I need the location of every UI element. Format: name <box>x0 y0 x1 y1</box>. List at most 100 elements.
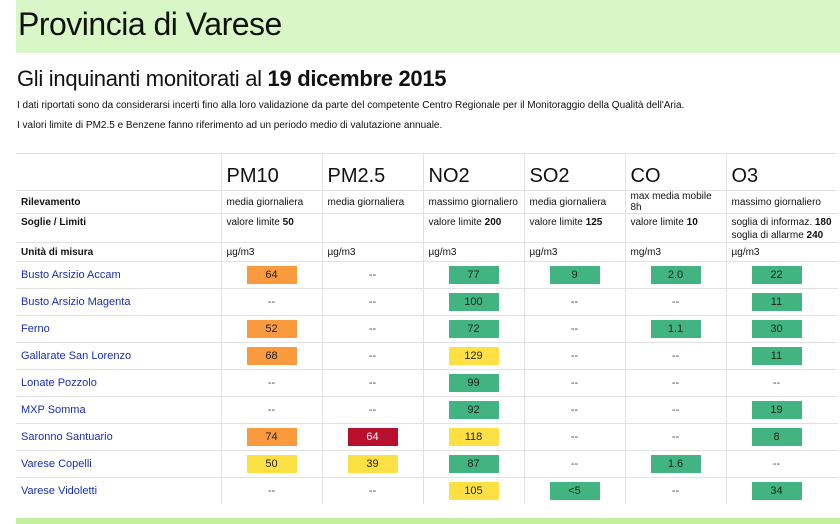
measurement-value: 8 <box>751 428 802 446</box>
measurement-value: 11 <box>751 347 802 365</box>
soglia-o3: soglia di informaz. 180 soglia di allarme… <box>725 213 839 243</box>
measurement-value: 87 <box>448 455 499 473</box>
station-row: Saronno Santuario 74 64 118 -- -- 8 <box>16 423 838 451</box>
value-cell: -- <box>624 342 726 370</box>
value-cell: -- <box>321 342 423 370</box>
station-row: Varese Copelli 50 39 87 -- 1.6 -- <box>16 450 838 478</box>
measurement-value: -- <box>650 428 701 446</box>
value-cell: -- <box>523 342 625 370</box>
measurement-value: 99 <box>448 374 499 392</box>
soglia-text: valore limite <box>630 217 684 228</box>
measurement-value: 64 <box>246 266 297 284</box>
unit-o3: µg/m3 <box>725 242 838 262</box>
measurement-value: -- <box>650 374 701 392</box>
measurement-value: -- <box>650 293 701 311</box>
rilevamento-co: max media mobile 8h <box>624 190 726 214</box>
soglia-line: valore limite 200 <box>429 216 524 229</box>
unit-row: Unità di misura µg/m3 µg/m3 µg/m3 µg/m3 mg/m… <box>16 242 838 262</box>
measurement-value: -- <box>549 401 600 419</box>
pollutant-header-pm10: PM10 <box>220 153 322 191</box>
page-title: Provincia di Varese <box>18 6 282 42</box>
value-cell: -- <box>523 288 625 316</box>
value-cell: 64 <box>321 423 423 451</box>
value-cell: -- <box>624 369 726 397</box>
station-link[interactable]: Gallarate San Lorenzo <box>16 342 221 370</box>
soglie-row: Soglie / Limiti valore limite 50 valore … <box>16 213 839 243</box>
measurement-value: -- <box>650 401 701 419</box>
value-cell: 92 <box>422 396 524 424</box>
measurement-value: 11 <box>751 293 802 311</box>
measurement-value: 34 <box>751 482 802 500</box>
station-row: Ferno 52 -- 72 -- 1.1 30 <box>16 315 838 343</box>
subtitle: Gli inquinanti monitorati al 19 dicembre… <box>17 66 447 92</box>
station-link[interactable]: Saronno Santuario <box>16 423 221 451</box>
value-cell: -- <box>220 396 322 424</box>
value-cell: 100 <box>422 288 524 316</box>
station-link[interactable]: Varese Vidoletti <box>16 477 221 504</box>
value-cell: -- <box>220 369 322 397</box>
measurement-value: -- <box>246 374 297 392</box>
rilevamento-label: Rilevamento <box>16 190 221 214</box>
station-link[interactable]: Ferno <box>16 315 221 343</box>
station-link[interactable]: MXP Somma <box>16 396 221 424</box>
soglia-text: soglia di informaz. <box>731 217 813 228</box>
value-cell: 39 <box>321 450 423 478</box>
measurement-value: -- <box>347 482 398 500</box>
value-cell: -- <box>725 369 838 397</box>
measurement-value: -- <box>347 320 398 338</box>
rilevamento-pm25: media giornaliera <box>321 190 423 214</box>
soglia-value: 50 <box>282 217 294 228</box>
measurement-value: 105 <box>448 482 499 500</box>
measurement-value: -- <box>751 374 802 392</box>
pollutant-header-pm25: PM2.5 <box>321 153 423 191</box>
station-row: Varese Vidoletti -- -- 105 <5 -- 34 <box>16 477 838 504</box>
soglia-text: valore limite <box>226 217 280 228</box>
station-link[interactable]: Busto Arsizio Accam <box>16 261 221 289</box>
value-cell: 105 <box>422 477 524 504</box>
measurement-value: -- <box>347 401 398 419</box>
value-cell: -- <box>725 450 838 478</box>
measurement-value: 22 <box>751 266 802 284</box>
measurement-value: -- <box>549 347 600 365</box>
value-cell: 34 <box>725 477 838 504</box>
unit-so2: µg/m3 <box>523 242 625 262</box>
value-cell: 30 <box>725 315 838 343</box>
unit-co: mg/m3 <box>624 242 726 262</box>
station-row: Lonate Pozzolo -- -- 99 -- -- -- <box>16 369 838 397</box>
value-cell: -- <box>523 369 625 397</box>
soglia-pm25 <box>321 213 423 243</box>
measurement-value: -- <box>347 266 398 284</box>
value-cell: 52 <box>220 315 322 343</box>
station-row: Busto Arsizio Accam 64 -- 77 9 2.0 22 <box>16 261 838 289</box>
value-cell: 1.6 <box>624 450 726 478</box>
station-link[interactable]: Varese Copelli <box>16 450 221 478</box>
measurement-value: 1.6 <box>650 455 701 473</box>
measurement-value: 100 <box>448 293 499 311</box>
value-cell: -- <box>321 396 423 424</box>
soglia2-line: soglia di allarme 240 <box>732 229 839 242</box>
soglia2-value: 240 <box>806 230 824 241</box>
soglia-line: valore limite 50 <box>227 216 322 229</box>
value-cell: -- <box>220 288 322 316</box>
value-cell: 1.1 <box>624 315 726 343</box>
value-cell: 50 <box>220 450 322 478</box>
measurement-value: 64 <box>347 428 398 446</box>
measurement-value: 118 <box>448 428 499 446</box>
unit-label: Unità di misura <box>16 242 221 262</box>
subtitle-date: 19 dicembre 2015 <box>267 66 447 91</box>
title-band: Provincia di Varese <box>16 0 840 53</box>
measurement-value: -- <box>549 320 600 338</box>
measurement-value: 30 <box>751 320 802 338</box>
station-link[interactable]: Busto Arsizio Magenta <box>16 288 221 316</box>
soglia-no2: valore limite 200 <box>422 213 524 243</box>
station-link[interactable]: Lonate Pozzolo <box>16 369 221 397</box>
measurement-value: -- <box>751 455 802 473</box>
value-cell: 22 <box>725 261 838 289</box>
value-cell: -- <box>220 477 322 504</box>
measurement-value: -- <box>347 293 398 311</box>
value-cell: 2.0 <box>624 261 726 289</box>
measurement-value: 77 <box>448 266 499 284</box>
soglia-text: valore limite <box>428 217 482 228</box>
value-cell: -- <box>321 288 423 316</box>
pollutants-table: PM10 PM2.5 NO2 SO2 CO O3 Rilevamento media gi… <box>16 153 838 504</box>
